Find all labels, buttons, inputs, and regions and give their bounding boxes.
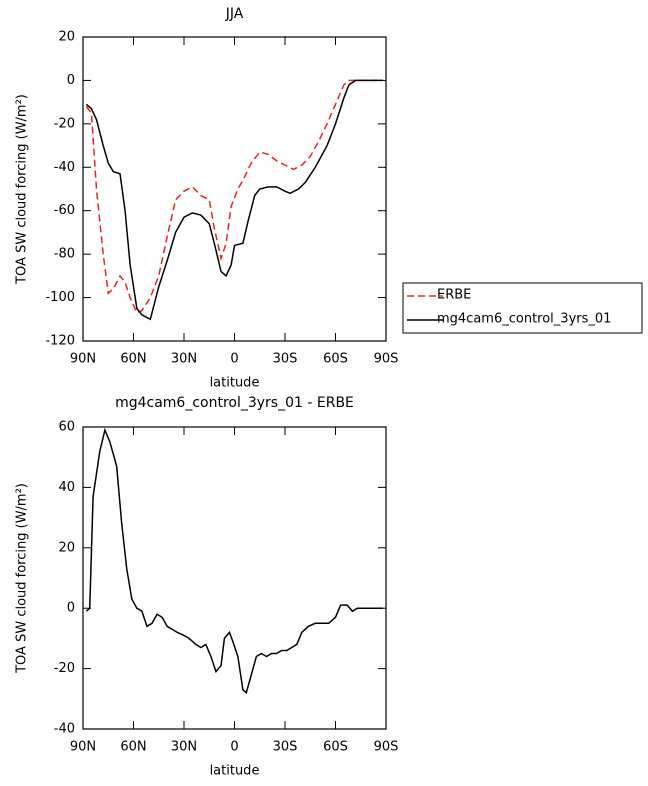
y-tick-label: -60: [54, 203, 75, 218]
y-axis-label: TOA SW cloud forcing (W/m²): [15, 94, 30, 285]
x-axis-label: latitude: [210, 376, 260, 391]
x-tick-label: 30S: [273, 740, 298, 755]
y-tick-label: 60: [58, 420, 75, 435]
x-tick-label: 90S: [374, 352, 399, 367]
y-tick-label: -80: [54, 247, 75, 262]
y-axis-label: TOA SW cloud forcing (W/m²): [15, 483, 30, 674]
y-tick-label: 20: [58, 540, 75, 555]
y-tick-label: -20: [54, 116, 75, 131]
data-line: [85, 427, 383, 695]
x-tick-label: 30N: [171, 740, 197, 755]
plot-frame: [82, 36, 387, 342]
data-line: [85, 79, 383, 321]
y-tick-label: -120: [45, 334, 75, 349]
data-line: [85, 79, 383, 314]
legend-box: [402, 282, 643, 334]
y-tick-label: -40: [54, 160, 75, 175]
x-tick-label: 0: [230, 352, 238, 367]
x-tick-label: 60S: [323, 740, 348, 755]
y-tick-label: 0: [67, 601, 75, 616]
x-tick-label: 60N: [120, 740, 146, 755]
x-axis-label: latitude: [210, 764, 260, 779]
x-tick-label: 90N: [70, 352, 96, 367]
legend-label: ERBE: [437, 288, 471, 303]
x-tick-label: 30N: [171, 352, 197, 367]
y-tick-label: 40: [58, 480, 75, 495]
y-tick-label: -40: [54, 722, 75, 737]
x-tick-label: 90S: [374, 740, 399, 755]
x-tick-label: 60N: [120, 352, 146, 367]
chart-title: mg4cam6_control_3yrs_01 - ERBE: [115, 395, 354, 411]
y-tick-label: -20: [54, 661, 75, 676]
chart-title: JJA: [225, 6, 244, 22]
x-tick-label: 90N: [70, 740, 96, 755]
x-tick-label: 0: [230, 740, 238, 755]
y-tick-label: -100: [45, 290, 75, 305]
y-tick-label: 0: [67, 73, 75, 88]
plot-frame: [82, 426, 387, 730]
x-tick-label: 60S: [323, 352, 348, 367]
y-tick-label: 20: [58, 30, 75, 45]
x-tick-label: 30S: [273, 352, 298, 367]
legend-label: mg4cam6_control_3yrs_01: [437, 312, 611, 327]
